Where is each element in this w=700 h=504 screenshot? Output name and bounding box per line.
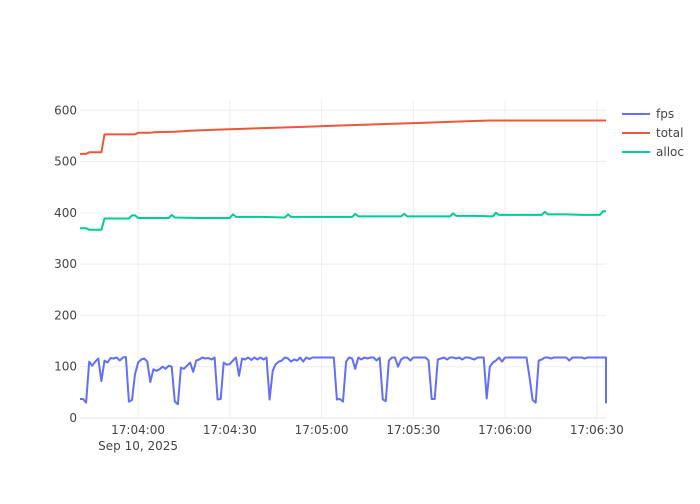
y-tick-label: 300 — [54, 257, 77, 271]
y-tick-label: 100 — [54, 360, 77, 374]
y-tick-label: 0 — [69, 411, 77, 425]
x-tick-label: 17:05:00 — [295, 423, 349, 437]
y-gridlines — [80, 109, 606, 419]
series-line-fps — [80, 356, 607, 406]
x-tick-label: 17:05:30 — [386, 423, 440, 437]
series-line-alloc — [80, 210, 606, 231]
y-tick-label: 400 — [54, 206, 77, 220]
y-tick-label: 600 — [54, 103, 77, 117]
series-line-total — [80, 119, 606, 155]
legend-label: total — [656, 126, 683, 140]
legend[interactable]: fps total alloc — [622, 107, 684, 159]
x-tick-label: 17:04:30 — [203, 423, 257, 437]
plot-area — [80, 119, 607, 406]
legend-label: fps — [656, 107, 674, 121]
legend-item-fps[interactable]: fps — [622, 107, 674, 121]
y-tick-label: 500 — [54, 155, 77, 169]
legend-label: alloc — [656, 145, 684, 159]
legend-item-alloc[interactable]: alloc — [622, 145, 684, 159]
x-axis-date-label: Sep 10, 2025 — [98, 439, 178, 453]
x-tick-label: 17:06:30 — [570, 423, 624, 437]
x-tick-label: 17:04:00 — [111, 423, 165, 437]
x-tick-label: 17:06:00 — [478, 423, 532, 437]
legend-item-total[interactable]: total — [622, 126, 683, 140]
x-axis: Sep 10, 2025 17:04:00 17:04:30 17:05:00 17:… — [80, 417, 624, 453]
y-tick-label: 200 — [54, 308, 77, 322]
y-axis: 0 100 200 300 400 500 600 — [54, 103, 77, 425]
